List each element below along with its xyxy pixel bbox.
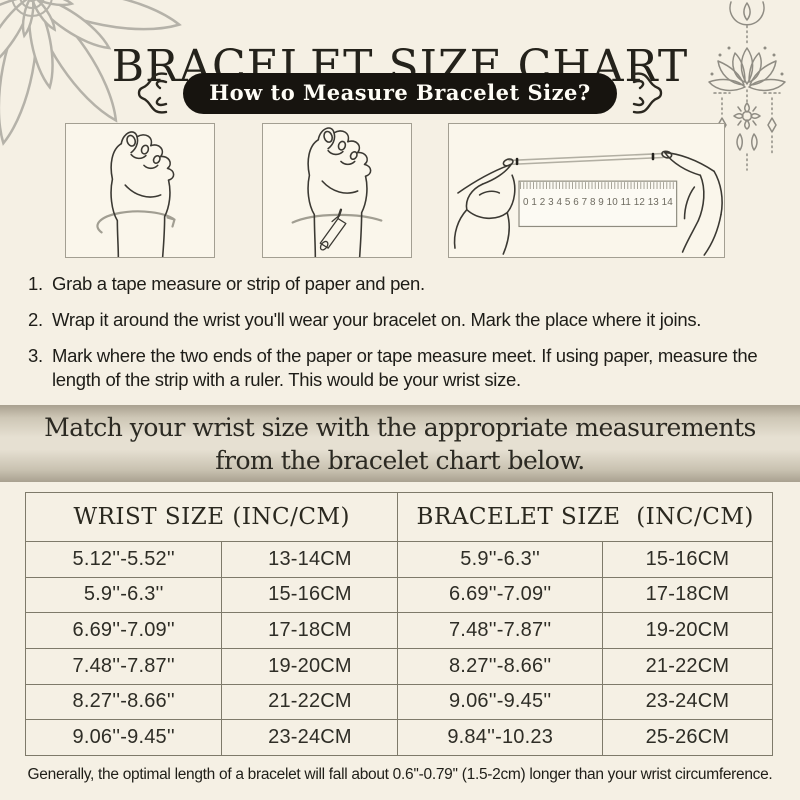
table-cell: 25-26CM bbox=[601, 719, 772, 755]
fist-with-pen-icon bbox=[291, 127, 383, 257]
banner-line-1: Match your wrist size with the appropria… bbox=[44, 412, 756, 442]
instruction-number: 3. bbox=[28, 344, 43, 366]
table-cell: 9.84''-10.23 bbox=[397, 719, 602, 755]
instruction-number: 1. bbox=[28, 273, 43, 294]
table-cell: 19-20CM bbox=[601, 612, 772, 648]
instruction-text: Wrap it around the wrist you'll wear you… bbox=[52, 308, 702, 330]
squiggle-bracket-right-icon bbox=[632, 72, 662, 114]
table-cell: 7.48''-7.87'' bbox=[397, 612, 602, 648]
table-cell: 23-24CM bbox=[601, 683, 772, 720]
table-cell: 6.69''-7.09'' bbox=[26, 612, 222, 648]
table-cell: 17-18CM bbox=[221, 612, 398, 648]
table-cell: 21-22CM bbox=[221, 683, 398, 720]
table-cell: 6.69''-7.09'' bbox=[397, 576, 602, 613]
table-cell: 8.27''-8.66'' bbox=[397, 648, 602, 684]
instruction-list: 1. Grab a tape measure or strip of paper… bbox=[28, 272, 776, 404]
step1-illustration bbox=[65, 123, 215, 258]
instruction-text: Grab a tape measure or strip of paper an… bbox=[52, 273, 425, 294]
how-to-measure-badge: How to Measure Bracelet Size? bbox=[183, 72, 617, 114]
badge-row: How to Measure Bracelet Size? bbox=[0, 70, 800, 116]
instruction-number: 2. bbox=[28, 308, 43, 330]
table-cell: 17-18CM bbox=[601, 576, 772, 613]
fist-with-tape-icon bbox=[96, 131, 176, 257]
ruler-numbers: 0 1 2 3 4 5 6 7 8 9 10 11 12 13 14 bbox=[523, 197, 673, 208]
table-cell: 13-14CM bbox=[221, 541, 398, 577]
table-cell: 9.06''-9.45'' bbox=[26, 719, 222, 755]
table-cell: 5.12''-5.52'' bbox=[26, 541, 222, 577]
step2-illustration bbox=[262, 123, 412, 258]
table-cell: 9.06''-9.45'' bbox=[397, 683, 602, 720]
table-cell: 21-22CM bbox=[601, 648, 772, 684]
hands-with-ruler-icon: 0 1 2 3 4 5 6 7 8 9 10 11 12 13 14 bbox=[453, 150, 723, 256]
table-cell: 15-16CM bbox=[601, 541, 772, 577]
bracelet-size-header: BRACELET SIZE (INC/CM) bbox=[397, 493, 771, 541]
squiggle-bracket-left-icon bbox=[138, 72, 168, 114]
step3-illustration: 0 1 2 3 4 5 6 7 8 9 10 11 12 13 14 bbox=[448, 123, 725, 258]
mandala-flower-icon bbox=[0, 0, 184, 148]
table-cell: 23-24CM bbox=[221, 719, 398, 755]
match-size-banner: Match your wrist size with the appropria… bbox=[0, 405, 800, 482]
instruction-text: Mark where the two ends of the paper or … bbox=[52, 344, 758, 391]
table-cell: 15-16CM bbox=[221, 576, 398, 613]
table-cell: 5.9''-6.3'' bbox=[26, 576, 222, 613]
footer-note: Generally, the optimal length of a brace… bbox=[27, 766, 773, 783]
table-cell: 8.27''-8.66'' bbox=[26, 683, 222, 720]
banner-line-2: from the bracelet chart below. bbox=[215, 445, 585, 475]
instruction-item-3: 3. Mark where the two ends of the paper … bbox=[28, 344, 776, 394]
table-cell: 19-20CM bbox=[221, 648, 398, 684]
table-cell: 7.48''-7.87'' bbox=[26, 648, 222, 684]
wrist-size-header: WRIST SIZE (INC/CM) bbox=[73, 504, 350, 530]
size-chart-table: WRIST SIZE (INC/CM) BRACELET SIZE (INC/C… bbox=[25, 492, 773, 756]
instruction-item-2: 2. Wrap it around the wrist you'll wear … bbox=[28, 308, 776, 333]
table-cell: 5.9''-6.3'' bbox=[397, 541, 602, 577]
instruction-item-1: 1. Grab a tape measure or strip of paper… bbox=[28, 272, 776, 297]
